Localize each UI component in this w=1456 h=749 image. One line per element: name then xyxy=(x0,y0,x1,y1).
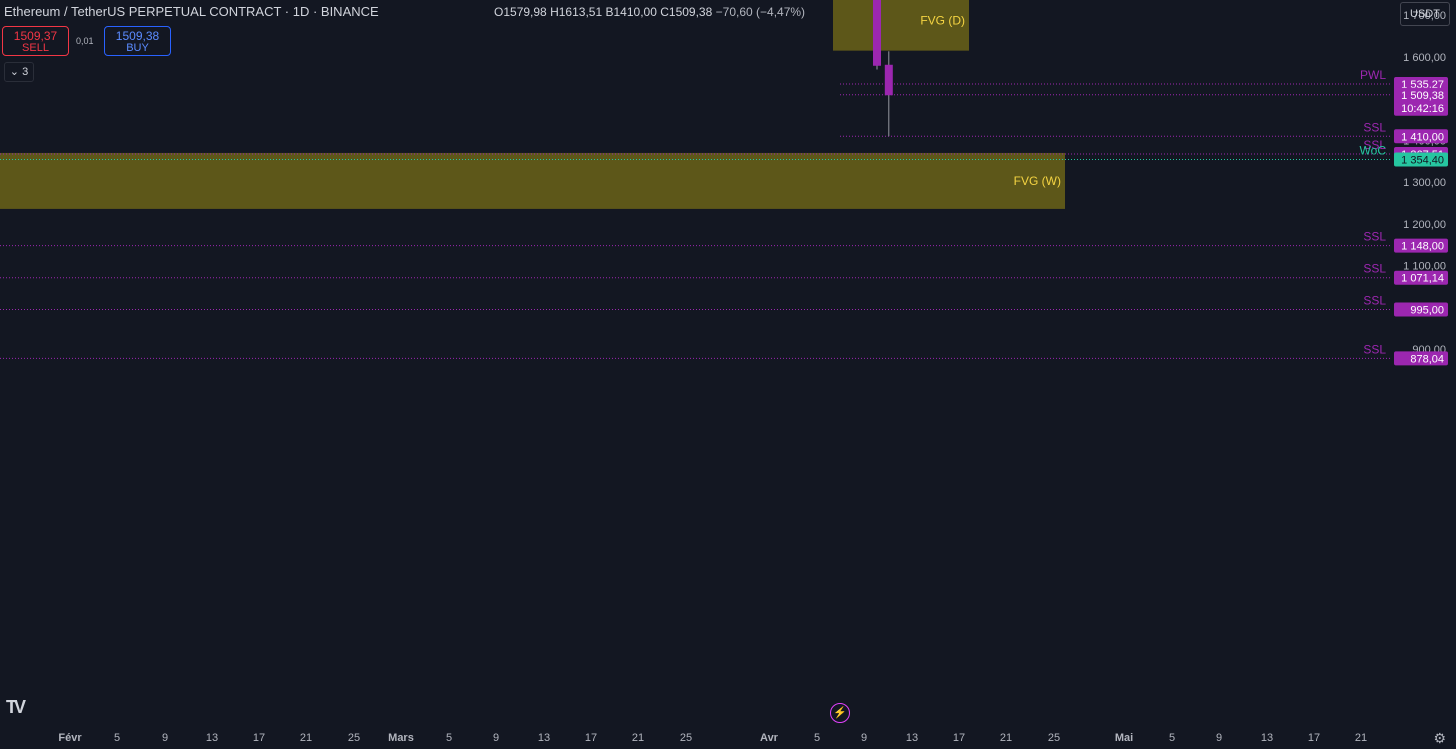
indicator-count: 3 xyxy=(22,66,29,78)
x-tick-label: 25 xyxy=(1048,732,1060,744)
buy-button[interactable]: 1509,38 BUY xyxy=(104,26,171,56)
price-tag xyxy=(1394,270,1448,285)
price-tag xyxy=(1394,129,1448,144)
x-tick-label: 13 xyxy=(1261,732,1273,744)
x-tick-label: 21 xyxy=(300,732,312,744)
x-tick-label: 21 xyxy=(1000,732,1012,744)
sell-button[interactable]: 1509,37 SELL xyxy=(2,26,69,56)
x-tick-label: 17 xyxy=(585,732,597,744)
x-tick-label: 13 xyxy=(206,732,218,744)
x-tick-label: 5 xyxy=(114,732,120,744)
price-tag xyxy=(1394,76,1448,91)
x-tick-label: 9 xyxy=(861,732,867,744)
level-label: SSL xyxy=(1363,294,1386,308)
fvg-zone xyxy=(833,0,969,51)
x-tick-label: 5 xyxy=(814,732,820,744)
level-label: SSL xyxy=(1363,138,1386,152)
price-tag-label: 1 354,40 xyxy=(1401,154,1444,166)
x-tick-label: Mai xyxy=(1115,732,1133,744)
open-label: O xyxy=(494,5,504,19)
x-tick-label: 17 xyxy=(953,732,965,744)
high-label: H xyxy=(550,5,559,19)
flash-icon[interactable]: ⚡ xyxy=(830,703,850,723)
x-tick-label: 17 xyxy=(253,732,265,744)
y-tick-label: 1 100,00 xyxy=(1403,261,1446,273)
current-price-tag xyxy=(1394,87,1448,116)
price-tag xyxy=(1394,351,1448,366)
candle-body xyxy=(873,0,881,66)
x-tick-label: 9 xyxy=(162,732,168,744)
y-tick-label: 1 600,00 xyxy=(1403,52,1446,64)
ohlc-readout: O1579,98 H1613,51 B1410,00 C1509,38 −70,… xyxy=(494,5,805,19)
fvg-zone-label: FVG (D) xyxy=(920,13,965,27)
x-tick-label: 25 xyxy=(680,732,692,744)
indicators-toggle[interactable]: ⌄ 3 xyxy=(4,62,34,82)
high-value: 1613,51 xyxy=(558,5,603,19)
x-tick-label: 9 xyxy=(493,732,499,744)
open-value: 1579,98 xyxy=(503,5,547,19)
x-tick-label: 21 xyxy=(1355,732,1367,744)
y-tick-label: 1 200,00 xyxy=(1403,219,1446,231)
x-tick-label: 21 xyxy=(632,732,644,744)
y-tick-label: 1 700,00 xyxy=(1403,10,1446,22)
level-label: WoC xyxy=(1360,143,1387,157)
buy-label: BUY xyxy=(126,42,149,54)
settings-gear-icon[interactable]: ⚙ xyxy=(1433,730,1446,746)
level-label: PWL xyxy=(1360,68,1386,82)
symbol-title[interactable]: Ethereum / TetherUS PERPETUAL CONTRACT ·… xyxy=(4,4,379,19)
level-label: SSL xyxy=(1363,262,1386,276)
close-value: 1509,38 xyxy=(668,5,713,19)
price-tag xyxy=(1394,302,1448,317)
price-tag-label: 878,04 xyxy=(1410,353,1444,365)
tradingview-logo-icon[interactable]: TV xyxy=(6,697,26,717)
x-tick-label: 25 xyxy=(348,732,360,744)
x-tick-label: 13 xyxy=(906,732,918,744)
fvg-zone-label: FVG (W) xyxy=(1014,174,1061,188)
buy-price: 1509,38 xyxy=(115,29,160,43)
y-tick-label: 1 300,00 xyxy=(1403,177,1446,189)
sell-price: 1509,37 xyxy=(13,29,58,43)
x-tick-label: Mars xyxy=(388,732,414,744)
x-tick-label: 13 xyxy=(538,732,550,744)
fvg-zone xyxy=(0,152,1065,209)
x-tick-label: 5 xyxy=(446,732,452,744)
level-label: SSL xyxy=(1363,342,1386,356)
close-label: C xyxy=(660,5,669,19)
countdown-label: 10:42:16 xyxy=(1401,103,1444,115)
x-tick-label: 5 xyxy=(1169,732,1175,744)
price-tag-label: 1 410,00 xyxy=(1401,131,1444,143)
x-tick-label: 9 xyxy=(1216,732,1222,744)
x-tick-label: Avr xyxy=(760,732,779,744)
chevron-down-icon: ⌄ xyxy=(9,66,20,78)
level-label: SSL xyxy=(1363,230,1386,244)
price-tag xyxy=(1394,152,1448,167)
spread-value: 0,01 xyxy=(76,36,94,46)
low-label: B xyxy=(605,5,614,19)
price-tag-label: 1 148,00 xyxy=(1401,241,1444,253)
low-value: 1410,00 xyxy=(613,5,657,19)
candle-body xyxy=(884,64,893,96)
price-tag-label: 1 071,14 xyxy=(1401,273,1444,285)
current-price-label: 1 509,38 xyxy=(1401,90,1444,102)
price-tag-label: 995,00 xyxy=(1410,305,1444,317)
sell-label: SELL xyxy=(22,42,49,54)
change-value: −70,60 (−4,47%) xyxy=(715,5,806,19)
x-tick-label: Févr xyxy=(58,732,82,744)
x-tick-label: 17 xyxy=(1308,732,1320,744)
currency-selector[interactable]: USDT xyxy=(1400,2,1450,26)
price-tag xyxy=(1394,238,1448,253)
level-label: SSL xyxy=(1363,120,1386,134)
